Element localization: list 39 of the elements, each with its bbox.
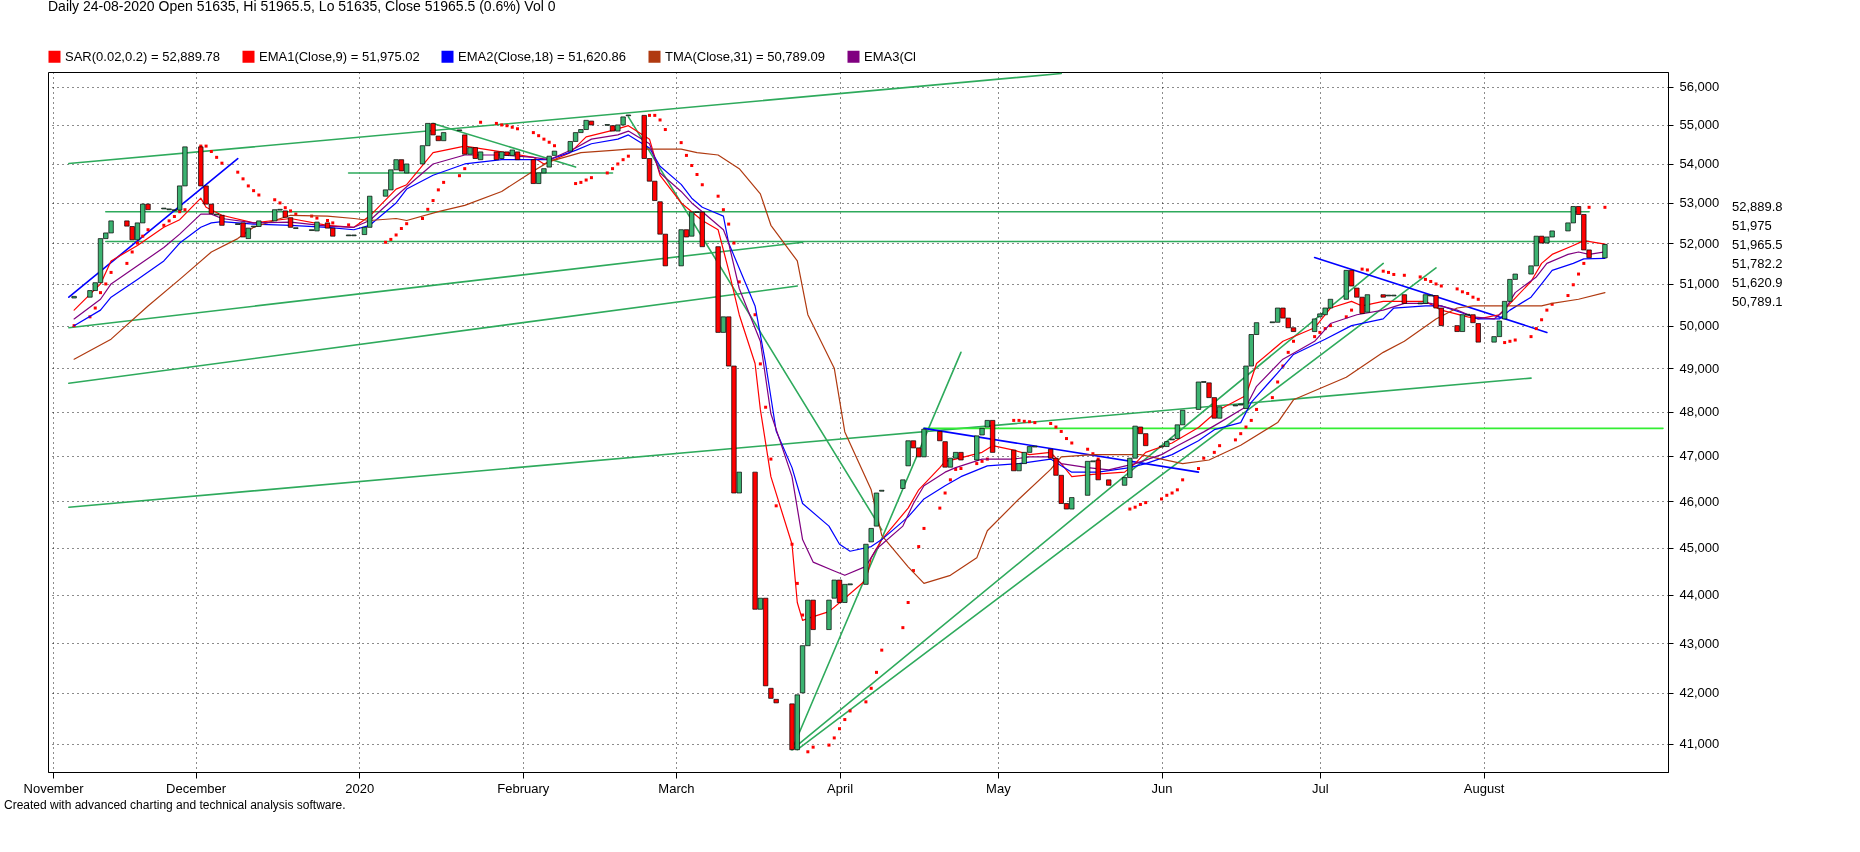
x-tick-label: December [166,780,227,796]
y-tick-label: 43,000 [1679,635,1720,651]
legend-label: TMA(Close,31) = 50,789.09 [665,48,826,64]
legend-label: EMA1(Close,9) = 51,975.02 [259,48,420,64]
y-tick-label: 49,000 [1679,360,1720,376]
x-tick-label: May [986,780,1012,796]
y-tick-label: 54,000 [1679,156,1720,172]
text: 50,789.1 [1732,294,1783,309]
y-tick-label: 52,000 [1679,235,1720,251]
legend-label: EMA3(Cl [864,48,917,64]
text: 51,965.5 [1732,237,1783,252]
y-tick-label: 44,000 [1679,587,1720,603]
x-tick-label: Jun [1151,780,1173,796]
y-tick-label: 53,000 [1679,195,1720,211]
y-tick-label: 50,000 [1679,318,1720,334]
x-tick-label: August [1463,780,1505,796]
y-tick-label: 55,000 [1679,117,1720,133]
chart-title: Daily 24-08-2020 Open 51635, Hi 51965.5, Lo 51635, Close 51965.5 (0.6%) Vol 0 [48,0,556,14]
y-tick-label: 42,000 [1679,685,1720,701]
y-tick-label: 41,000 [1679,736,1720,752]
text: 52,889.8 [1732,199,1783,214]
y-tick-label: 56,000 [1679,79,1720,95]
legend-label: SAR(0.02,0.2) = 52,889.78 [65,48,221,64]
y-tick-label: 48,000 [1679,404,1720,420]
y-tick-label: 45,000 [1679,540,1720,556]
x-tick-label: April [827,780,854,796]
x-tick-label: March [658,780,695,796]
x-tick-label: February [497,780,550,796]
y-tick-label: 46,000 [1679,493,1720,509]
x-tick-label: 2020 [345,780,375,796]
text: 51,620.9 [1732,275,1783,290]
text: 51,782.2 [1732,256,1783,271]
text: 51,975 [1732,218,1772,233]
x-tick-label: November [23,780,85,796]
y-tick-label: 51,000 [1679,276,1720,292]
legend-label: EMA2(Close,18) = 51,620.86 [458,48,627,64]
x-tick-label: Jul [1312,780,1329,796]
y-tick-label: 47,000 [1679,448,1720,464]
text: Created with advanced charting and technical analysis software. [4,798,346,812]
